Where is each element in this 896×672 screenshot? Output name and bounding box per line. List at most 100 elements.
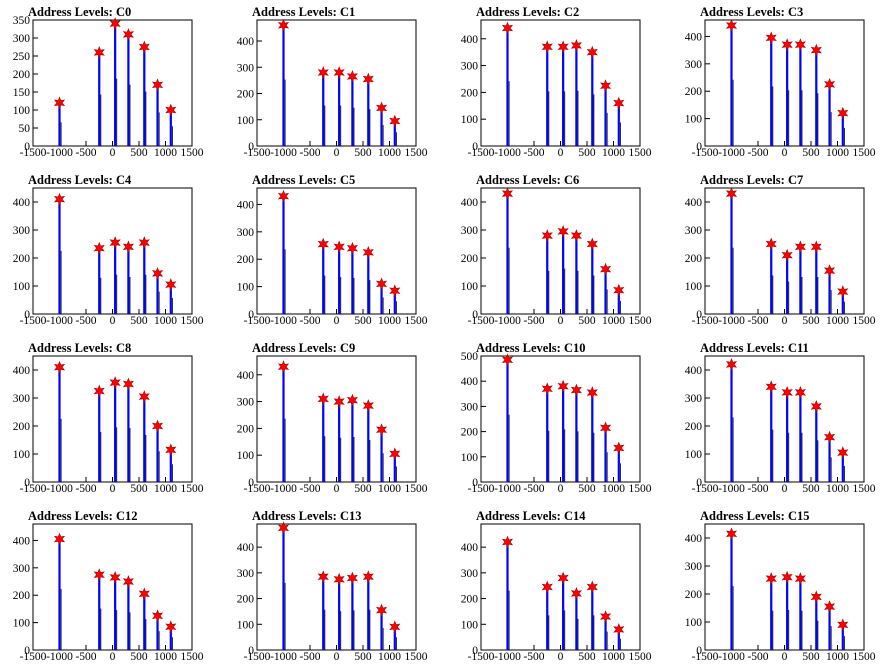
chart-svg: Address Levels: C8 0 100 200 300 400 -1500 -100…: [13, 341, 204, 495]
x-tick-label: 0: [110, 315, 116, 327]
peak-marker: [810, 399, 822, 413]
chart-panel: Address Levels: C4 0 100 200 300 400 -1500 -100…: [0, 168, 224, 336]
x-tick-label: -1000: [46, 651, 73, 663]
plot-frame: [480, 355, 641, 483]
plot-frame: [256, 187, 417, 315]
y-tick-label: 0: [472, 141, 478, 153]
chart-panel: Address Levels: C5 0 100 200 300 400 -1500 -100…: [224, 168, 448, 336]
bar: [770, 386, 773, 482]
bar: [367, 576, 370, 650]
bar: [338, 72, 341, 146]
peak-marker: [317, 392, 329, 406]
peak-marker: [837, 446, 849, 460]
x-tick-label: 1500: [405, 315, 428, 327]
peak-marker: [109, 570, 121, 584]
chart-svg: Address Levels: C1 0 100 200 300 400 -1500 -100…: [237, 5, 428, 159]
peak-marker: [165, 278, 177, 292]
chart-svg: Address Levels: C15 0 100 200 300 400 -1500 -10…: [685, 509, 876, 663]
x-tick-label: 0: [334, 147, 340, 159]
x-tick-label: 500: [130, 147, 148, 159]
y-tick-label: 300: [237, 62, 255, 74]
peak-marker: [389, 114, 401, 128]
peak-marker: [122, 240, 134, 254]
chart-panel: Address Levels: C6 0 100 200 300 400 -1500 -100…: [448, 168, 672, 336]
chart-title: Address Levels: C10: [476, 341, 586, 355]
peak-marker: [317, 237, 329, 251]
peak-marker: [557, 571, 569, 585]
bar: [338, 579, 341, 650]
peak-marker: [122, 377, 134, 391]
peak-marker: [165, 103, 177, 117]
y-tick-label: 300: [13, 33, 31, 45]
y-tick-label: 300: [461, 61, 479, 73]
x-tick-label: 1500: [405, 483, 428, 495]
y-tick-label: 0: [696, 141, 702, 153]
chart-panel: Address Levels: C3 0 100 200 300 400 -1500 -100…: [672, 0, 896, 168]
x-tick-label: -1000: [494, 483, 521, 495]
x-tick-label: 1500: [629, 147, 652, 159]
x-tick-label: 500: [354, 315, 372, 327]
x-tick-label: -500: [523, 483, 544, 495]
y-tick-label: 0: [248, 309, 254, 321]
peak-marker: [389, 284, 401, 298]
y-tick-label: 400: [461, 34, 479, 46]
plot-frame: [704, 187, 865, 315]
x-tick-label: 500: [802, 651, 820, 663]
bar: [841, 452, 844, 482]
bar: [841, 291, 844, 314]
bar: [730, 25, 733, 147]
bar: [828, 84, 831, 146]
chart-panel: Address Levels: C9 0 100 200 300 400 -1500 -100…: [224, 336, 448, 504]
bar: [828, 606, 831, 650]
bar: [575, 235, 578, 314]
y-tick-label: 400: [13, 365, 31, 377]
x-tick-label: 0: [334, 483, 340, 495]
x-tick-label: -1500: [692, 315, 719, 327]
y-tick-label: 0: [248, 477, 254, 489]
peak-marker: [765, 237, 777, 251]
x-tick-label: -500: [299, 147, 320, 159]
bar: [815, 246, 818, 314]
bar: [591, 244, 594, 314]
peak-marker: [165, 443, 177, 457]
x-tick-label: -1500: [20, 147, 47, 159]
peak-marker: [794, 38, 806, 52]
x-tick-label: -1000: [46, 483, 73, 495]
bar: [169, 626, 172, 650]
peak-marker: [541, 382, 553, 396]
peak-marker: [151, 78, 164, 92]
bar: [562, 386, 565, 482]
y-tick-label: 200: [685, 589, 703, 601]
peak-marker: [837, 285, 849, 299]
bar: [841, 624, 844, 650]
plot-frame: [32, 355, 193, 483]
peak-marker: [375, 423, 388, 437]
chart-panel: Address Levels: C15 0 100 200 300 400 -1500 -10…: [672, 504, 896, 672]
peak-marker: [557, 40, 569, 54]
x-tick-label: -1000: [270, 483, 297, 495]
y-tick-label: 400: [13, 197, 31, 209]
peak-marker: [613, 96, 625, 110]
peak-marker: [794, 385, 806, 399]
peak-marker: [613, 623, 625, 636]
x-tick-label: 0: [558, 483, 564, 495]
x-tick-label: 0: [110, 147, 116, 159]
peak-marker: [317, 570, 329, 584]
peak-marker: [501, 535, 514, 549]
bar: [282, 196, 285, 314]
bar: [58, 102, 61, 146]
peak-marker: [346, 70, 358, 83]
x-tick-label: 1500: [853, 315, 876, 327]
bar: [367, 252, 370, 314]
y-tick-label: 100: [685, 281, 703, 293]
y-tick-label: 400: [685, 31, 703, 43]
x-tick-label: 1500: [405, 651, 428, 663]
x-tick-label: -1500: [244, 147, 271, 159]
bar: [98, 52, 101, 146]
peak-marker: [389, 447, 401, 461]
chart-title: Address Levels: C11: [700, 341, 809, 355]
chart-panel: Address Levels: C11 0 100 200 300 400 -1500 -10…: [672, 336, 896, 504]
peak-marker: [557, 224, 569, 238]
bar: [380, 429, 383, 482]
peak-marker: [794, 240, 806, 254]
